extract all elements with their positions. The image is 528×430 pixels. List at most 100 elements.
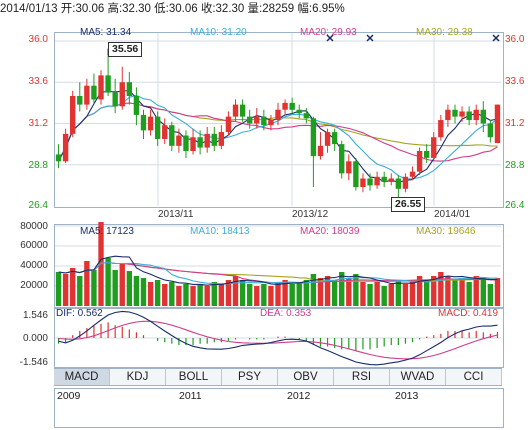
- volume-bar: [473, 276, 479, 306]
- candle-body: [494, 104, 501, 144]
- tab-obv[interactable]: OBV: [278, 369, 334, 385]
- candle-body: [232, 104, 239, 117]
- volume-label: 量:: [247, 3, 263, 15]
- volume-bar: [275, 282, 281, 306]
- price-tick-right: 31.2: [505, 118, 525, 129]
- candle-body: [176, 135, 182, 146]
- volume-bar: [204, 286, 210, 306]
- volume-bar: [409, 282, 416, 306]
- volume-bar: [402, 284, 409, 306]
- volume-bar: [190, 286, 196, 306]
- quote-date: 2014/01/13: [0, 3, 58, 15]
- vma20-legend: MA20: 18039: [300, 226, 360, 237]
- volume-bar: [232, 276, 239, 306]
- open-value: 30.06: [75, 3, 105, 15]
- candle-body: [62, 133, 69, 162]
- candle-body: [282, 102, 288, 110]
- candle-body: [339, 144, 345, 174]
- vma30-legend: MA30: 19646: [416, 226, 476, 237]
- tab-cci[interactable]: CCI: [446, 369, 502, 385]
- indicator-tabs: MACD KDJ BOLL PSY OBV RSI WVAD CCI: [54, 368, 502, 386]
- price-tick-right: 36.0: [505, 34, 525, 45]
- date-tick: 2013/12: [292, 209, 329, 220]
- candle-body: [126, 82, 133, 96]
- candle-body: [317, 145, 324, 157]
- candle-body: [459, 111, 465, 117]
- volume-bar: [112, 270, 118, 306]
- candle-body: [105, 75, 111, 93]
- candle-body: [310, 118, 317, 157]
- quote-header: 2014/01/13 开:30.06 高:32.30 低:30.06 收:32.…: [0, 0, 528, 16]
- candle-body: [162, 125, 168, 139]
- close-label: 收:: [200, 3, 216, 15]
- volume-bar: [459, 278, 465, 306]
- candle-body: [289, 102, 295, 110]
- volume-bar: [62, 274, 69, 306]
- volume-bar: [140, 278, 147, 306]
- volume-bar: [126, 271, 133, 306]
- candle-body: [133, 96, 140, 115]
- tab-boll[interactable]: BOLL: [166, 369, 222, 385]
- candle-body: [416, 151, 423, 172]
- candle-body: [70, 96, 76, 134]
- candle-body: [431, 137, 437, 158]
- tab-wvad[interactable]: WVAD: [390, 369, 446, 385]
- volume-tick: 60000: [20, 240, 48, 251]
- dea-line: [58, 320, 498, 360]
- volume-bar: [339, 272, 345, 306]
- volume-bar: [346, 278, 352, 306]
- candle-body: [438, 120, 444, 138]
- volume-tick: 40000: [20, 260, 48, 271]
- price-tick-left: 31.2: [28, 118, 48, 129]
- range-navigator[interactable]: 2009 2011 2012 2013: [54, 388, 504, 428]
- volume-bar: [416, 276, 423, 306]
- tab-rsi[interactable]: RSI: [334, 369, 390, 385]
- volume-bar: [225, 280, 232, 306]
- candle-body: [445, 109, 451, 121]
- volume-bar: [268, 286, 274, 306]
- candle-body: [466, 111, 472, 121]
- volume-bar: [423, 280, 430, 306]
- candle-body: [98, 75, 104, 100]
- tab-macd[interactable]: MACD: [54, 369, 110, 385]
- candle-body: [452, 109, 458, 117]
- volume-bar: [211, 282, 217, 306]
- volume-bar: [183, 284, 189, 306]
- volume-bar: [374, 282, 380, 306]
- candle-body: [154, 116, 161, 139]
- volume-ma5-line: [58, 255, 498, 286]
- candle-body: [360, 178, 366, 188]
- close-value: 32.30: [215, 3, 245, 15]
- price-tick-left: 36.0: [28, 34, 48, 45]
- tab-psy[interactable]: PSY: [222, 369, 278, 385]
- volume-bar: [261, 284, 267, 306]
- navigator-year: 2012: [287, 390, 311, 402]
- volume-bar: [70, 268, 76, 306]
- candle-body: [409, 171, 416, 177]
- volume-bar: [353, 274, 359, 306]
- candle-body: [254, 116, 260, 124]
- event-marker: [326, 34, 334, 42]
- volume-bar: [381, 286, 387, 306]
- volume-bar: [197, 284, 203, 306]
- candle-body: [169, 125, 175, 146]
- candle-body: [473, 109, 479, 121]
- volume-value: 28259: [262, 3, 295, 15]
- volume-bar: [55, 272, 62, 306]
- tab-kdj[interactable]: KDJ: [110, 369, 166, 385]
- candle-body: [346, 161, 352, 174]
- navigator-year: 2011: [179, 390, 202, 402]
- candle-body: [225, 116, 232, 133]
- candle-body: [204, 133, 210, 148]
- candle-body: [324, 132, 331, 146]
- low-label: 低:: [154, 3, 169, 15]
- volume-bar: [105, 258, 111, 306]
- volume-bar: [317, 278, 324, 306]
- volume-bar: [310, 274, 317, 306]
- price-tick-left: 28.8: [28, 160, 48, 171]
- volume-bar: [119, 264, 125, 306]
- candle-body: [55, 154, 62, 162]
- volume-bar: [162, 284, 168, 306]
- volume-bar: [77, 276, 83, 306]
